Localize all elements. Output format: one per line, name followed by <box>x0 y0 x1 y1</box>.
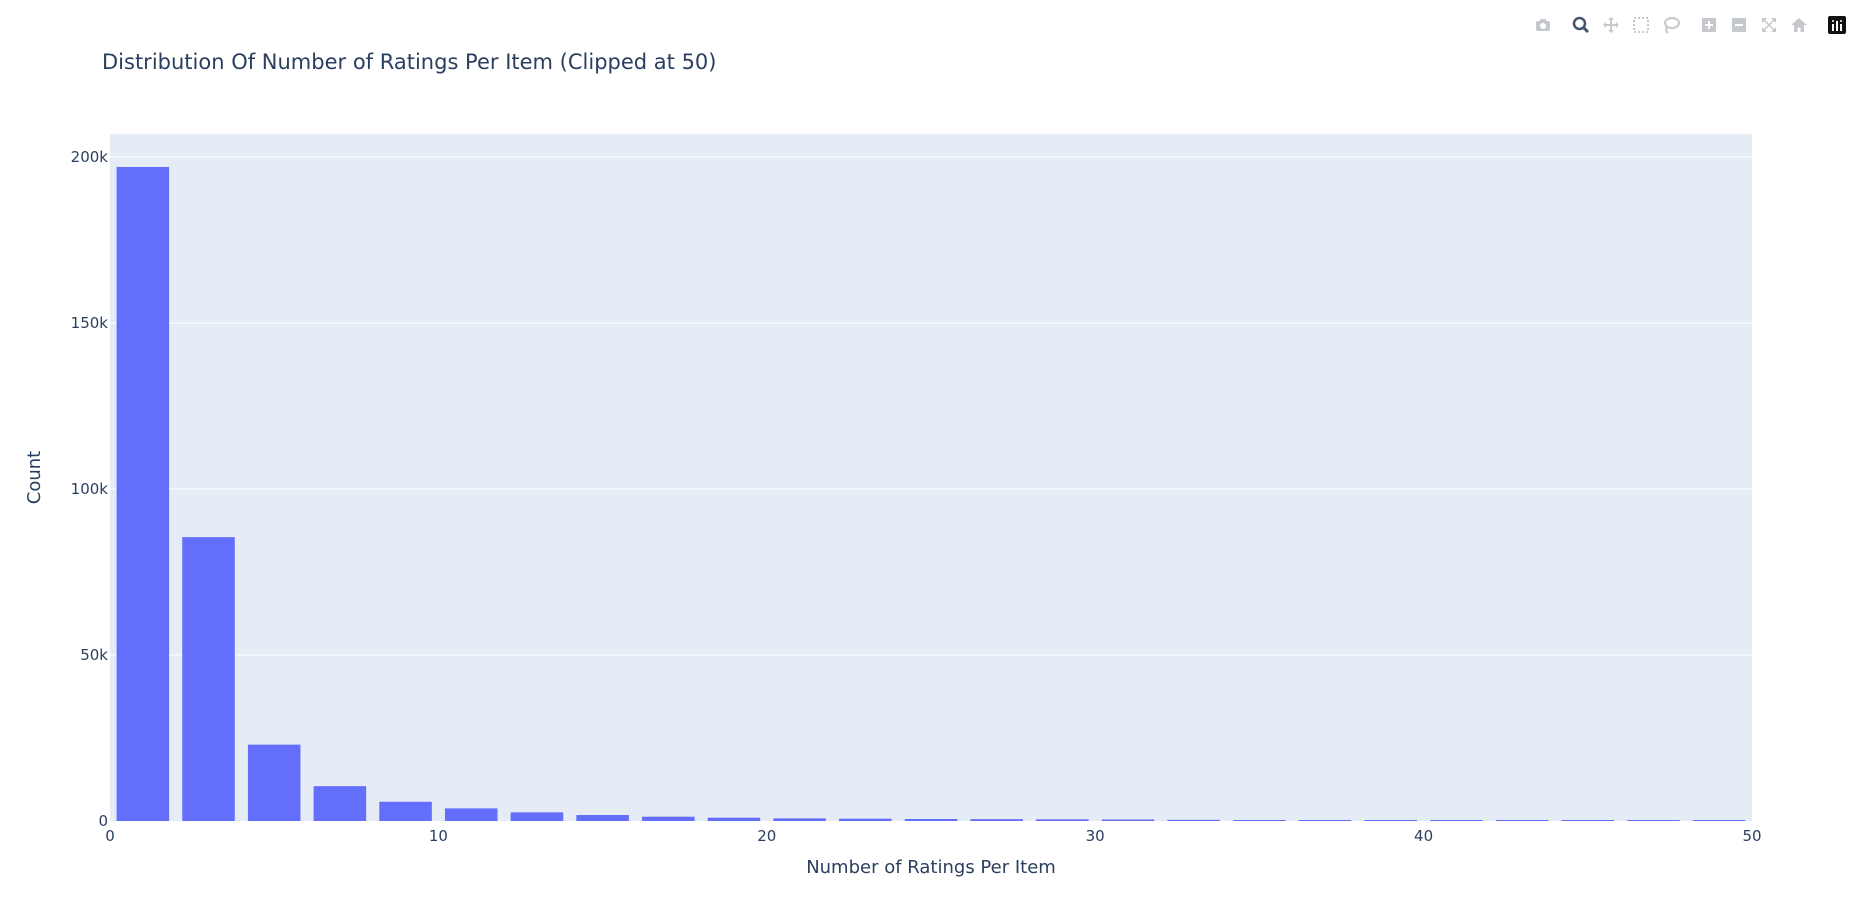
bars <box>116 166 1746 821</box>
y-tick-label: 50k <box>80 646 108 664</box>
histogram-bar[interactable] <box>707 817 761 821</box>
histogram-bar[interactable] <box>970 819 1023 821</box>
modebar-group <box>1822 12 1852 38</box>
modebar <box>1520 12 1852 38</box>
y-axis-ticks: 0 50k 100k 150k 200k <box>71 148 109 830</box>
histogram-bar[interactable] <box>642 816 695 821</box>
zoom-icon <box>1572 16 1590 34</box>
y-tick-label: 200k <box>71 148 109 166</box>
histogram-bar[interactable] <box>313 786 367 821</box>
histogram-bar[interactable] <box>1364 820 1418 821</box>
modebar-group <box>1528 12 1558 38</box>
autoscale-icon <box>1762 18 1776 32</box>
histogram-bar[interactable] <box>1627 820 1680 821</box>
x-axis-ticks: 0 10 20 30 40 50 <box>105 827 1761 845</box>
pan-button[interactable] <box>1596 12 1626 38</box>
plot-background[interactable] <box>110 134 1752 821</box>
modebar-group <box>1566 12 1686 38</box>
histogram-bar[interactable] <box>510 812 564 821</box>
pan-icon <box>1603 17 1619 33</box>
lasso-select-button[interactable] <box>1656 12 1686 38</box>
camera-button[interactable] <box>1528 12 1558 38</box>
reset-axes-button[interactable] <box>1784 12 1814 38</box>
plotly-logo-button[interactable] <box>1822 12 1852 38</box>
histogram-bar[interactable] <box>1167 819 1220 821</box>
histogram-bar[interactable] <box>839 818 892 821</box>
histogram-bar[interactable] <box>576 815 629 821</box>
autoscale-button[interactable] <box>1754 12 1784 38</box>
histogram-bar[interactable] <box>379 801 432 821</box>
histogram-bar[interactable] <box>1692 820 1746 821</box>
zoom-out-icon <box>1732 18 1746 32</box>
chart-title: Distribution Of Number of Ratings Per It… <box>102 50 717 74</box>
zoom-in-button[interactable] <box>1694 12 1724 38</box>
grid-lines <box>110 156 1752 656</box>
histogram-bar[interactable] <box>904 819 958 821</box>
histogram-bar[interactable] <box>1233 820 1286 821</box>
x-tick-label: 50 <box>1742 827 1761 845</box>
histogram-bar[interactable] <box>116 166 170 821</box>
histogram-bar[interactable] <box>1561 820 1615 821</box>
x-tick-label: 40 <box>1414 827 1433 845</box>
x-axis-title: Number of Ratings Per Item <box>806 857 1056 878</box>
histogram-bar[interactable] <box>1430 820 1483 821</box>
histogram-bar[interactable] <box>1495 820 1549 821</box>
x-tick-label: 30 <box>1086 827 1105 845</box>
box-select-button[interactable] <box>1626 12 1656 38</box>
x-tick-label: 0 <box>105 827 115 845</box>
histogram-bar[interactable] <box>773 818 826 821</box>
y-tick-label: 0 <box>98 812 108 830</box>
zoom-button[interactable] <box>1566 12 1596 38</box>
histogram-bar[interactable] <box>1101 819 1155 821</box>
histogram-bar[interactable] <box>1298 820 1352 821</box>
lasso-select-icon <box>1664 17 1680 34</box>
y-axis-title: Count <box>24 451 45 504</box>
histogram-bar[interactable] <box>182 537 235 821</box>
camera-icon <box>1536 19 1550 31</box>
zoom-out-button[interactable] <box>1724 12 1754 38</box>
zoom-in-icon <box>1702 18 1716 32</box>
modebar-group <box>1694 12 1814 38</box>
plotly-logo-icon <box>1828 16 1846 34</box>
histogram-bar[interactable] <box>1036 819 1089 821</box>
x-tick-label: 10 <box>429 827 448 845</box>
y-tick-label: 150k <box>71 314 109 332</box>
histogram-bar[interactable] <box>247 744 301 821</box>
box-select-icon <box>1633 17 1649 33</box>
x-tick-label: 20 <box>757 827 776 845</box>
y-tick-label: 100k <box>71 480 109 498</box>
reset-axes-icon <box>1791 18 1807 32</box>
histogram-bar[interactable] <box>444 808 498 821</box>
